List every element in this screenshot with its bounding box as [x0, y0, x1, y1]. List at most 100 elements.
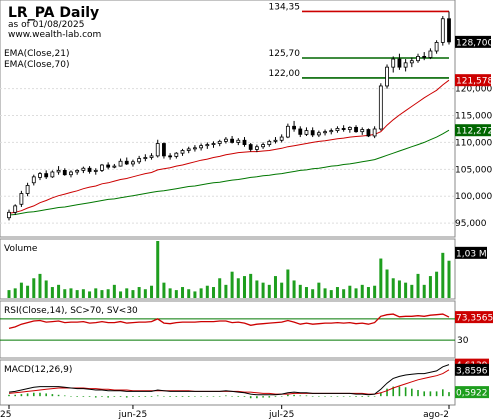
- macd-histogram-bar: [349, 396, 351, 397]
- volume-bar: [150, 285, 154, 298]
- candle-body: [205, 144, 210, 147]
- volume-bar: [298, 284, 302, 298]
- macd-histogram-bar: [218, 396, 221, 397]
- candle-body: [378, 85, 383, 130]
- macd-histogram-bar: [14, 394, 16, 397]
- volume-bar: [224, 284, 228, 298]
- macd-histogram-bar: [206, 396, 209, 397]
- macd-histogram-bar: [256, 396, 258, 399]
- candle-body: [273, 139, 278, 142]
- candle-body: [335, 128, 340, 131]
- candle-body: [100, 164, 104, 171]
- candle-body: [155, 143, 160, 157]
- macd-histogram-bar: [386, 388, 388, 397]
- macd-histogram-bar: [448, 392, 450, 397]
- volume-bar: [26, 285, 30, 298]
- macd-histogram-bar: [94, 396, 97, 398]
- candle-body: [149, 155, 154, 158]
- macd-lines: [8, 364, 450, 399]
- chart-title: LR_PA Daily: [8, 5, 99, 21]
- macd-histogram-bar: [305, 395, 308, 397]
- volume-bar: [212, 287, 216, 298]
- candle-body: [19, 193, 24, 205]
- macd-histogram-bar: [194, 396, 196, 397]
- macd-histogram-bar: [45, 393, 47, 397]
- rsi-level-label: 30: [457, 336, 469, 346]
- macd-histogram-bar: [163, 396, 165, 397]
- volume-bar: [181, 287, 185, 298]
- volume-bar: [218, 278, 222, 298]
- volume-bar: [311, 289, 315, 298]
- price-badge-box: [455, 74, 491, 87]
- volume-bar: [156, 241, 160, 298]
- macd-histogram-bar: [336, 396, 339, 397]
- volume-bar: [106, 289, 110, 298]
- candle-body: [168, 155, 173, 158]
- macd-histogram-bar: [274, 396, 277, 397]
- volume-bar: [441, 252, 445, 298]
- macd-histogram-bar: [200, 396, 202, 397]
- macd-histogram-bar: [125, 396, 128, 398]
- macd-histogram-bar: [132, 396, 134, 397]
- volume-bar: [199, 288, 203, 298]
- price-tick-label: 110,000: [455, 138, 492, 148]
- macd-histogram-bar: [32, 392, 35, 397]
- volume-bar: [273, 276, 277, 298]
- macd-histogram-bar: [76, 396, 78, 397]
- price-badges: 128,700 121,578 112,272: [455, 35, 493, 137]
- macd-badge-label: 0,5922: [456, 389, 488, 399]
- candle-body: [279, 136, 284, 141]
- price-tick-label: 95,000: [455, 219, 487, 229]
- price-badge-label: 128,700: [456, 38, 493, 48]
- volume-bar: [354, 288, 358, 298]
- macd-histogram-bar: [225, 395, 227, 397]
- candle-body: [25, 185, 30, 194]
- macd-histogram-bar: [243, 396, 246, 397]
- candle-body: [434, 42, 439, 52]
- macd-main-line: [8, 364, 450, 396]
- volume-bars: [7, 241, 451, 298]
- macd-label: MACD(12,26,9): [4, 365, 72, 375]
- macd-histogram-bar: [262, 396, 264, 398]
- candle-body: [347, 126, 352, 130]
- candle-body: [242, 139, 247, 145]
- x-tick-label: ago-2: [423, 410, 449, 420]
- volume-bar: [323, 288, 327, 298]
- volume-bar: [329, 290, 333, 298]
- macd-histogram-bar: [417, 390, 419, 397]
- volume-bar: [44, 280, 48, 298]
- volume-bar: [267, 284, 271, 298]
- rsi-axis: 703073,3565: [455, 311, 493, 346]
- macd-histogram-bar: [51, 394, 54, 397]
- x-tick-label: jul-25: [268, 410, 294, 420]
- macd-histogram-bar: [367, 396, 370, 397]
- candle-body: [56, 169, 61, 173]
- macd-histogram-bar: [435, 391, 438, 397]
- macd-histogram-bar: [138, 396, 140, 397]
- candle-body: [112, 165, 117, 168]
- macd-histogram-bar: [169, 396, 171, 397]
- rsi-line: [0, 313, 455, 341]
- volume-panel: [0, 238, 456, 300]
- macd-histogram-bar: [119, 396, 122, 397]
- volume-bar: [317, 282, 321, 298]
- candle-body: [372, 128, 377, 137]
- candle-body: [186, 148, 191, 151]
- volume-bar: [162, 282, 166, 298]
- candle-body: [137, 158, 142, 163]
- volume-bar: [38, 273, 42, 298]
- rsi-line-path: [8, 313, 450, 330]
- macd-histogram-bar: [231, 396, 233, 397]
- volume-badge-box: [455, 246, 487, 259]
- candle-body: [81, 167, 86, 171]
- macd-histogram-bar: [107, 396, 109, 398]
- macd-histogram-bar: [268, 396, 271, 398]
- volume-bar: [125, 288, 129, 298]
- price-badge-label: 112,272: [456, 127, 493, 137]
- legend-ema21: EMA(Close,21): [4, 49, 69, 59]
- macd-histogram-bar: [212, 396, 215, 397]
- candle-body: [230, 138, 234, 143]
- macd-histogram-bar: [39, 392, 41, 397]
- macd-histogram-bar: [342, 396, 345, 397]
- candle-body: [366, 129, 371, 137]
